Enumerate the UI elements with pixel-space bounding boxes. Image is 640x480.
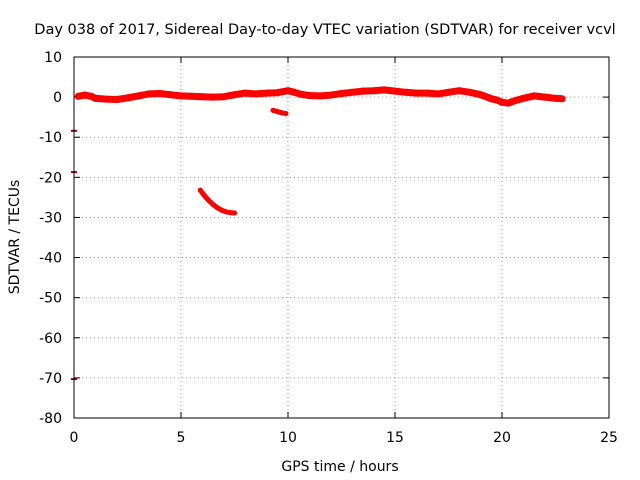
x-tick-label: 10 (279, 430, 297, 446)
data-point (445, 88, 452, 96)
data-point (74, 92, 82, 100)
data-point (297, 90, 305, 98)
data-point (305, 92, 313, 100)
data-point (284, 87, 292, 95)
data-point (327, 91, 335, 99)
data-point (166, 91, 174, 99)
data-point (402, 88, 410, 96)
y-tick-label: -50 (39, 291, 62, 307)
y-tick-label: 0 (53, 90, 62, 106)
data-point (423, 89, 431, 97)
data-point (81, 91, 89, 99)
data-point (348, 88, 356, 96)
data-point (283, 111, 289, 117)
data-point (412, 89, 420, 97)
data-point (156, 90, 164, 98)
series-2 (197, 187, 237, 216)
data-point (202, 193, 208, 199)
data-point (270, 107, 276, 113)
data-point (241, 89, 249, 97)
data-point (134, 92, 142, 100)
x-tick-label: 20 (493, 430, 511, 446)
data-point (530, 92, 538, 100)
y-axis-label: SDTVAR / TECUs (7, 180, 23, 295)
data-point (231, 91, 238, 99)
data-point (487, 95, 495, 103)
data-point (541, 93, 549, 101)
data-point (214, 205, 220, 211)
x-tick-label: 15 (386, 430, 404, 446)
y-tick-label: -60 (39, 331, 62, 347)
data-point (198, 93, 206, 101)
plot-frame (73, 56, 610, 419)
grid-lines (74, 57, 609, 418)
data-point (380, 86, 388, 94)
y-tick-label: -40 (39, 251, 62, 267)
data-point (290, 88, 298, 96)
data-point (177, 92, 185, 100)
data-point (91, 94, 99, 102)
series-0 (74, 86, 566, 107)
y-tick-label: -80 (39, 411, 62, 427)
data-point (219, 207, 225, 213)
data-point (197, 187, 203, 193)
data-point (113, 96, 121, 104)
data-point (274, 109, 280, 115)
data-point (209, 93, 217, 101)
data-point (279, 110, 285, 116)
data-point (552, 94, 559, 102)
data-point (145, 90, 153, 98)
y-tick-label: -70 (39, 371, 62, 387)
data-point (391, 87, 399, 95)
data-point (455, 87, 463, 95)
y-tick-label: -20 (39, 170, 62, 186)
data-points (71, 86, 566, 381)
x-tick-label: 0 (70, 430, 79, 446)
data-point (188, 92, 196, 100)
data-point (210, 202, 216, 208)
data-point (359, 87, 367, 95)
data-point (102, 95, 110, 103)
data-point (316, 92, 324, 100)
data-point (504, 99, 512, 107)
y-tick-label: -30 (39, 210, 62, 226)
data-point (263, 89, 271, 97)
data-point (252, 90, 260, 98)
series-1 (270, 107, 289, 117)
y-tick-label: 10 (44, 50, 62, 66)
chart-title: Day 038 of 2017, Sidereal Day-to-day VTE… (34, 22, 615, 38)
x-axis-label: GPS time / hours (281, 459, 398, 475)
data-point (338, 90, 345, 98)
data-point (498, 98, 506, 106)
data-point (220, 93, 228, 101)
data-point (558, 95, 566, 103)
data-point (232, 210, 237, 216)
y-tick-label: -10 (39, 130, 62, 146)
data-point (206, 198, 212, 204)
data-point (124, 94, 131, 102)
data-point (273, 89, 281, 97)
data-point (223, 209, 229, 215)
data-point (370, 87, 378, 95)
x-tick-label: 5 (177, 430, 186, 446)
data-point (466, 88, 474, 96)
data-point (434, 90, 442, 98)
data-point (519, 94, 527, 102)
data-point (511, 97, 519, 105)
axis-ticks: 0 5 10 15 20 25 10 0 -10 -20 -30 -40 -50 -60 -70 -80 (39, 50, 618, 446)
x-tick-label: 25 (600, 430, 618, 446)
data-point (227, 210, 233, 216)
data-point (477, 91, 485, 99)
